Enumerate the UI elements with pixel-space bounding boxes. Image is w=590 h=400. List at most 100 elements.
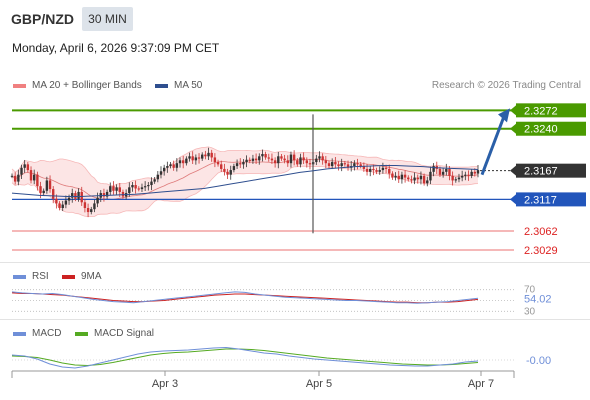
candle-body [324,160,328,164]
candle-body [283,158,286,161]
rsi-label: RSI [32,271,49,282]
candle-body [286,160,289,164]
datetime-label: Monday, April 6, 2026 9:37:09 PM CET [12,41,220,55]
rsi-line [11,291,479,304]
rsi-swatch [13,275,26,279]
level-label: 2.3029 [524,245,558,257]
candle-body [17,174,20,182]
candle-body [353,163,356,167]
candle-body [137,188,141,190]
candle-body [451,175,454,181]
candle-body [296,160,299,165]
candle-body [457,177,461,180]
level-label-box [516,163,586,178]
candle-body [134,185,137,189]
candle-body [48,180,52,190]
candle-body [226,171,229,175]
macd-signal-label: MACD Signal [94,328,155,339]
candle-body [384,167,388,169]
macd-signal-swatch [75,332,88,336]
candle-body [166,166,169,168]
candle-body [115,187,118,191]
macd-value: -0.00 [526,355,551,367]
candle-body [118,187,121,192]
candle-body [23,164,26,168]
candle-body [52,189,55,199]
x-tick-label: Apr 5 [306,378,332,390]
candle-body [308,163,312,165]
candle-body [90,209,93,213]
x-axis: Apr 3 Apr 5 Apr 7 [11,370,515,390]
candle-body [381,167,385,171]
candle-body [140,187,144,190]
candle-body [432,166,435,172]
macd-signal-line [11,348,479,367]
candle-body [162,167,166,172]
candles [10,114,480,234]
candle-body [391,173,394,178]
level-label: 2.3272 [524,105,558,117]
candle-body [467,174,470,176]
candle-body [429,171,432,181]
timeframe-badge[interactable]: 30 MIN [82,7,133,31]
candle-body [239,163,242,165]
price-levels [12,109,514,251]
candle-body [102,193,106,197]
candle-body [375,170,378,172]
projection-arrow [480,108,510,176]
candle-body [261,154,264,157]
candle-body [150,181,153,186]
candle-body [159,171,163,175]
candle-body [372,168,375,171]
candle-body [96,197,99,204]
candle-body [394,175,397,178]
candle-body [83,202,87,209]
candle-body [422,175,426,184]
bollinger-lower [11,165,479,218]
candle-body [188,156,191,159]
candle-body [340,163,343,167]
legend-rsi: RSI 9MA [13,271,133,285]
candle-body [302,157,305,161]
candle-body [67,197,71,201]
x-tick-label: Apr 3 [152,378,178,390]
ma50-path [11,165,479,197]
candle-body [147,185,150,187]
candle-body [194,157,198,161]
candle-body [378,170,381,172]
candle-body [39,186,42,194]
candle-body [464,174,467,176]
candle-body [413,177,416,181]
candle-body [273,160,277,164]
candle-body [327,163,331,167]
macd-panel: -0.00 [11,346,551,369]
candle-body [128,187,131,194]
candle-body [156,174,160,180]
level-label-pointer [510,105,516,116]
candle-body [204,154,207,157]
ma20-line [11,159,479,200]
rsi-ma-swatch [62,275,75,279]
candle-body [258,156,261,161]
candle-body [121,191,125,197]
level-label: 2.3117 [524,194,557,206]
candle-body [109,186,112,192]
ma20-label: MA 20 + Bollinger Bands [32,80,142,91]
rsi-ma-line [11,292,479,304]
candle-body [105,191,109,197]
candle-body [229,170,232,175]
candle-body [476,170,480,174]
candle-body [245,159,248,163]
candle-body [407,177,410,180]
candle-body [213,157,217,163]
candle-body [178,160,182,164]
level-labels: 2.3272 2.3240 2.3167 2.3117 2.3062 2.3029 [510,103,586,257]
ma20-swatch [13,84,26,88]
candle-body [216,162,220,165]
candle-body [13,175,17,182]
candle-body [448,168,451,176]
ma50-swatch [155,84,168,88]
candle-body [334,162,337,165]
bollinger-upper [11,146,479,187]
